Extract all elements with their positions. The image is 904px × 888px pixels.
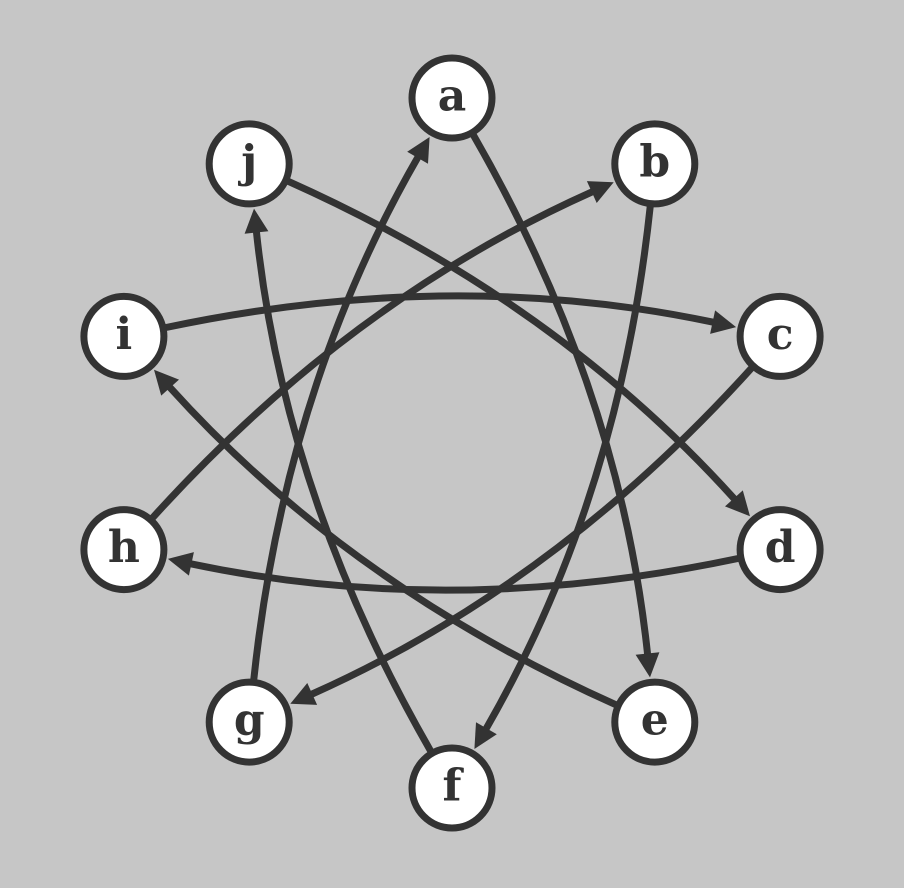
node-circle-g	[205, 678, 293, 766]
edge-d-to-h	[187, 555, 742, 594]
node-label-d: d	[765, 522, 796, 573]
node-j: j	[205, 120, 293, 208]
node-f: f	[408, 744, 496, 832]
node-circle-i	[80, 292, 168, 380]
edge-b-to-f	[482, 203, 654, 732]
node-c: c	[736, 292, 824, 380]
node-a: a	[408, 54, 496, 142]
node-label-h: h	[108, 522, 140, 573]
arrowhead-h-to-b	[586, 181, 614, 203]
node-label-i: i	[116, 309, 133, 360]
node-circle-e	[611, 678, 699, 766]
arrowhead-b-to-f	[474, 722, 497, 749]
edge-f-to-j	[253, 229, 434, 755]
node-label-b: b	[639, 136, 670, 187]
edge-i-to-c	[162, 292, 717, 331]
arrowhead-i-to-c	[710, 310, 737, 334]
edge-a-to-e	[470, 131, 651, 657]
nodes-layer: a b c d e f g h i j	[80, 54, 824, 832]
arrowhead-f-to-j	[244, 208, 269, 234]
node-i: i	[80, 292, 168, 380]
arrowhead-a-to-e	[635, 652, 660, 678]
edge-e-to-i	[166, 384, 619, 709]
node-label-a: a	[438, 71, 467, 122]
node-b: b	[611, 120, 699, 208]
node-circle-b	[611, 120, 699, 208]
node-circle-c	[736, 292, 824, 380]
node-label-j: j	[237, 136, 257, 187]
node-circle-a	[408, 54, 496, 142]
edge-h-to-b	[149, 188, 596, 522]
edge-g-to-a	[250, 154, 422, 683]
arrowhead-c-to-g	[290, 683, 318, 705]
node-e: e	[611, 678, 699, 766]
arrowhead-j-to-d	[725, 490, 750, 517]
node-label-f: f	[443, 761, 465, 812]
arrowhead-g-to-a	[407, 137, 430, 164]
edges-layer	[149, 131, 755, 755]
edge-c-to-g	[308, 364, 755, 698]
node-label-e: e	[641, 695, 669, 746]
node-g: g	[205, 678, 293, 766]
node-d: d	[736, 506, 824, 594]
node-circle-h	[80, 506, 168, 594]
arrowhead-e-to-i	[154, 369, 179, 396]
node-h: h	[80, 506, 168, 594]
node-circle-j	[205, 120, 293, 208]
arrowhead-d-to-h	[167, 552, 194, 576]
node-label-c: c	[767, 309, 794, 360]
edge-j-to-d	[285, 177, 738, 502]
node-circle-f	[408, 744, 496, 832]
node-circle-d	[736, 506, 824, 594]
node-label-g: g	[234, 695, 265, 746]
